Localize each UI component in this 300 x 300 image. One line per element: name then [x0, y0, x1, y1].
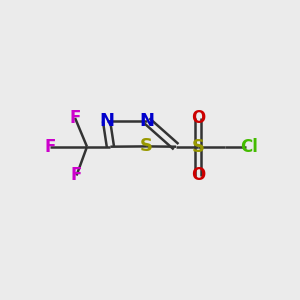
Text: O: O: [191, 109, 205, 127]
Text: S: S: [191, 138, 205, 156]
Text: F: F: [71, 167, 82, 184]
Text: N: N: [140, 112, 154, 130]
Text: F: F: [45, 138, 56, 156]
Text: F: F: [69, 109, 81, 127]
Text: S: S: [140, 137, 153, 155]
Text: Cl: Cl: [240, 138, 258, 156]
Text: O: O: [191, 167, 205, 184]
Text: N: N: [99, 112, 114, 130]
